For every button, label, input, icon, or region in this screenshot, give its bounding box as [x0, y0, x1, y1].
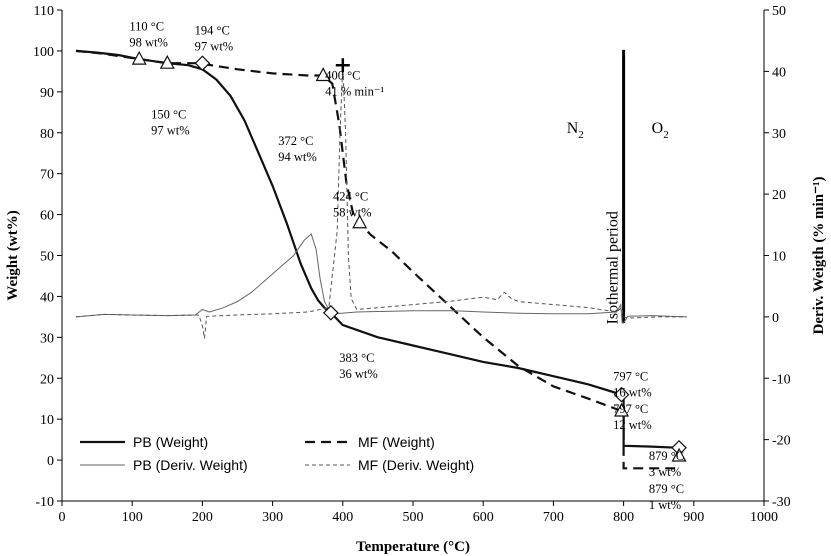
x-tick-label: 700 [543, 510, 564, 525]
marker-diamond-0-2 [613, 386, 630, 403]
x-tick-label: 500 [403, 510, 424, 525]
annotation-line: 12 wt% [613, 418, 652, 432]
annotation-line: 110 °C [129, 19, 164, 33]
annotation-4: 372 °C 94 wt% [278, 134, 317, 164]
y-tick-label: 80 [40, 127, 54, 142]
series-line-0 [75, 49, 680, 449]
annotation-line: 41 % min⁻¹ [325, 85, 384, 99]
y-axis-title: Weight (wt%) [5, 210, 21, 300]
annotation-8: 797 °C 12 wt% [613, 402, 652, 432]
y-tick-label: 70 [40, 168, 54, 183]
axes: 0 100 200 300 400 500 600 700 800 900 1000-1001020… [5, 4, 827, 555]
annotation-line: 97 wt% [151, 123, 190, 137]
legend-label-2: PB (Deriv. Weight) [133, 457, 248, 473]
y2-tick-label: -30 [772, 495, 791, 510]
annotation-line: 150 °C [151, 107, 186, 121]
annotation-7: 797 °C 16 wt% [613, 369, 652, 399]
marker-triangle-1-5 [671, 447, 687, 462]
annotation-5: 424 °C 58 wt% [333, 189, 372, 219]
marker-layer [131, 50, 687, 462]
annotation-layer: 110 °C 98 wt% 194 °C 97 wt% 150 °C 97 wt% 400 … [129, 19, 684, 511]
annotation-1: 194 °C 97 wt% [195, 24, 234, 54]
x-tick-label: 300 [262, 510, 283, 525]
annotation-line: 1 wt% [649, 498, 681, 512]
region-label-n2: N2 [567, 120, 584, 141]
legend-label-0: PB (Weight) [133, 434, 208, 450]
y2-tick-label: 30 [772, 127, 786, 142]
annotation-line: 94 wt% [278, 150, 317, 164]
x-tick-label: 100 [122, 510, 143, 525]
y-tick-label: 110 [34, 4, 54, 19]
y2-tick-label: 40 [772, 65, 786, 80]
marker-triangle-1-4 [613, 402, 630, 417]
annotation-line: 98 wt% [129, 35, 168, 49]
marker-triangle-1-0 [131, 50, 147, 65]
annotation-line: 372 °C [278, 134, 313, 148]
y-tick-label: 100 [33, 45, 54, 60]
x-tick-label: 800 [613, 510, 634, 525]
annotation-line: 58 wt% [333, 205, 372, 219]
annotation-line: 797 °C [613, 402, 648, 416]
y2-tick-label: -20 [772, 434, 791, 449]
annotation-0: 110 °C 98 wt% [129, 19, 168, 49]
y-tick-label: 40 [40, 290, 54, 305]
region-label-o2: O2 [652, 120, 669, 141]
annotation-2: 150 °C 97 wt% [151, 107, 190, 137]
x-tick-label: 400 [332, 510, 353, 525]
y2-tick-label: 0 [772, 311, 779, 326]
y2-tick-label: 50 [772, 4, 786, 19]
annotation-line: 879 °C [649, 449, 684, 463]
x-axis-title: Temperature (°C) [356, 539, 470, 555]
y2-tick-label: 10 [772, 250, 786, 265]
marker-diamond-0-1 [323, 304, 339, 321]
y-tick-label: 0 [47, 454, 54, 469]
annotation-line: 3 wt% [649, 465, 681, 479]
legend-label-3: MF (Deriv. Weight) [358, 457, 474, 473]
y-tick-label: 60 [40, 209, 54, 224]
annotation-10: 879 °C 1 wt% [649, 482, 684, 512]
y-tick-label: 90 [40, 86, 54, 101]
series-line-3 [75, 65, 687, 339]
marker-triangle-1-3 [352, 214, 368, 229]
annotation-line: 194 °C [195, 24, 230, 38]
annotation-line: 400 °C [325, 69, 360, 83]
y2-tick-label: -10 [772, 372, 791, 387]
x-tick-label: 900 [683, 510, 704, 525]
annotation-line: 879 °C [649, 482, 684, 496]
x-tick-label: 1000 [750, 510, 778, 525]
series-line-2 [75, 233, 687, 324]
y-tick-label: 20 [40, 372, 54, 387]
annotation-6: 383 °C 36 wt% [339, 351, 378, 381]
x-tick-label: 600 [473, 510, 494, 525]
y-tick-label: -10 [35, 495, 54, 510]
y2-axis-title: Deriv. Weigth (% min⁻¹) [811, 177, 827, 335]
legend-label-1: MF (Weight) [358, 434, 435, 450]
annotation-line: 797 °C [613, 369, 648, 383]
region-label-o2-sub: 2 [663, 129, 669, 141]
annotation-line: 383 °C [339, 351, 374, 365]
y-tick-label: 50 [40, 250, 54, 265]
marker-diamond-0-0 [194, 55, 211, 72]
x-tick-label: 0 [59, 510, 66, 525]
y-tick-label: 30 [40, 331, 54, 346]
marker-triangle-1-1 [159, 54, 175, 69]
annotation-line: 97 wt% [195, 40, 234, 54]
annotation-line: 36 wt% [339, 367, 378, 381]
annotation-9: 879 °C 3 wt% [649, 449, 684, 479]
annotation-line: 424 °C [333, 189, 368, 203]
x-tick-label: 200 [192, 510, 213, 525]
region-label-n2-sub: 2 [578, 129, 584, 141]
legend: PB (Weight) MF (Weight) PB (Deriv. Weight)… [80, 434, 474, 473]
marker-plus-2-0 [335, 58, 350, 73]
annotation-line: 16 wt% [613, 385, 652, 399]
y2-tick-label: 20 [772, 188, 786, 203]
marker-triangle-1-2 [315, 67, 331, 82]
annotation-3: 400 °C 41 % min⁻¹ [325, 69, 384, 99]
y-tick-label: 10 [40, 413, 54, 428]
isothermal-label: Isothermal period [605, 211, 622, 324]
